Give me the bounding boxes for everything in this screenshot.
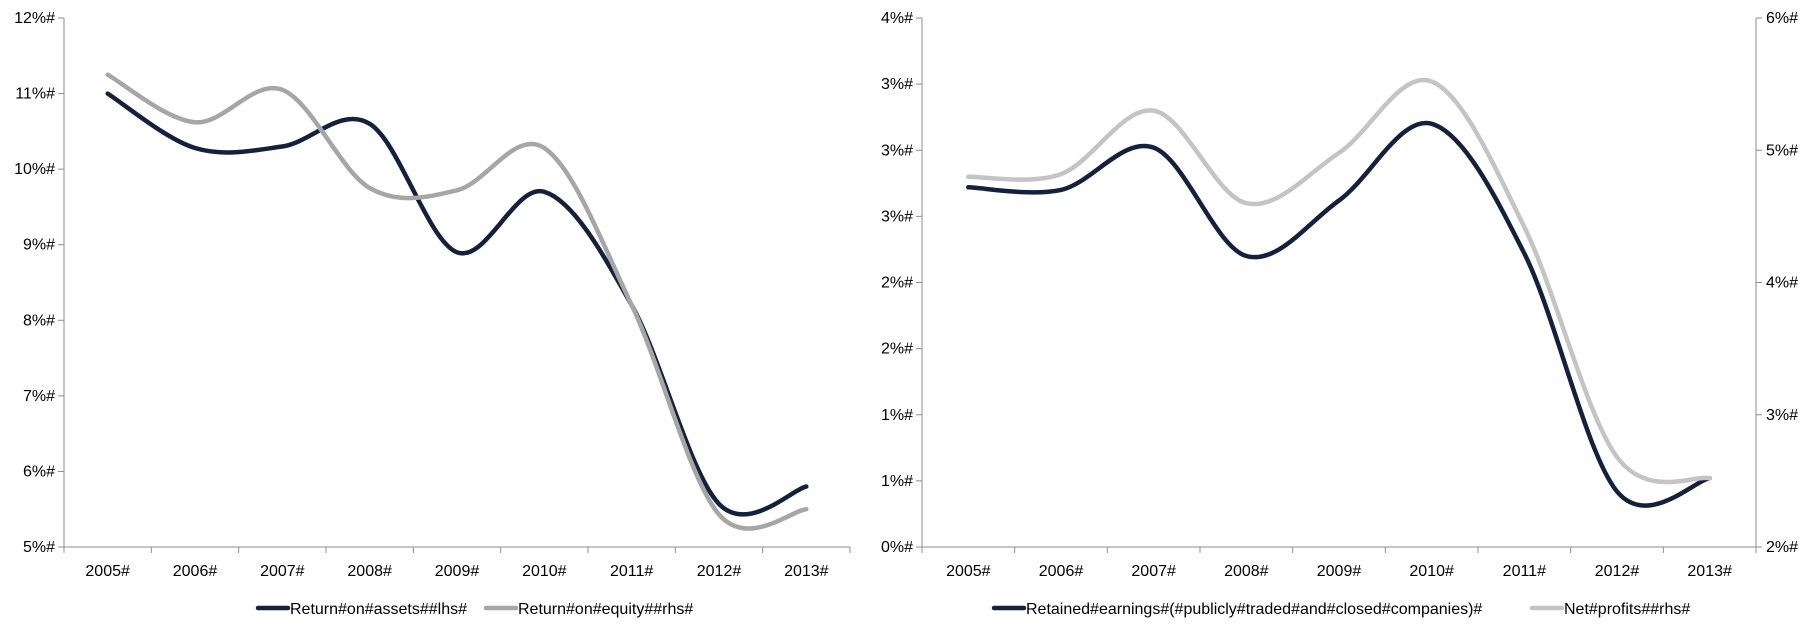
x-tick-label: 2007# (260, 563, 305, 580)
y2-tick-label: 3%# (1766, 407, 1798, 424)
x-tick-label: 2012# (697, 563, 742, 580)
x-tick-label: 2011# (610, 563, 653, 580)
x-tick-label: 2011# (1503, 563, 1546, 580)
y-tick-label: 8%# (23, 312, 55, 329)
x-tick-label: 2010# (522, 563, 567, 580)
x-tick-label: 2009# (435, 563, 480, 580)
y-tick-label: 3%# (881, 142, 913, 159)
x-tick-label: 2012# (1595, 563, 1640, 580)
x-tick-label: 2008# (347, 563, 392, 580)
y-tick-label: 3%# (881, 208, 913, 225)
y-tick-label: 10%# (14, 161, 55, 178)
y-tick-label: 2%# (881, 275, 913, 292)
legend-label: Net#profits##rhs# (1564, 601, 1690, 618)
x-tick-label: 2005# (946, 563, 991, 580)
x-tick-label: 2008# (1224, 563, 1269, 580)
y2-tick-label: 4%# (1766, 275, 1798, 292)
x-tick-label: 2010# (1409, 563, 1454, 580)
series-line (105, 72, 809, 531)
y-tick-label: 1%# (881, 473, 913, 490)
x-tick-label: 2006# (1039, 563, 1084, 580)
y-tick-label: 12%# (14, 10, 55, 27)
series-line (105, 91, 809, 517)
y-tick-label: 11%# (15, 86, 55, 103)
y2-tick-label: 2%# (1766, 539, 1798, 556)
y-tick-label: 7%# (23, 388, 55, 405)
series-line (966, 120, 1712, 508)
y-tick-label: 3%# (881, 76, 913, 93)
y-tick-label: 5%# (23, 539, 55, 556)
x-tick-label: 2013# (784, 563, 829, 580)
y2-tick-label: 5%# (1766, 142, 1798, 159)
legend-label: Retained#earnings#(#publicly#traded#and#… (1026, 601, 1482, 618)
y-tick-label: 9%# (23, 237, 55, 254)
y-tick-label: 6%# (23, 463, 55, 480)
x-tick-label: 2009# (1317, 563, 1362, 580)
x-tick-label: 2007# (1131, 563, 1176, 580)
x-tick-label: 2005# (85, 563, 130, 580)
y2-tick-label: 6%# (1766, 10, 1798, 27)
series-line (966, 77, 1712, 485)
y-tick-label: 4%# (881, 10, 913, 27)
legend-label: Return#on#equity##rhs# (518, 601, 693, 618)
y-tick-label: 1%# (881, 407, 913, 424)
x-tick-label: 2013# (1687, 563, 1732, 580)
x-tick-label: 2006# (173, 563, 218, 580)
y-tick-label: 2%# (881, 341, 913, 358)
legend-label: Return#on#assets##lhs# (290, 601, 467, 618)
y-tick-label: 0%# (881, 539, 913, 556)
